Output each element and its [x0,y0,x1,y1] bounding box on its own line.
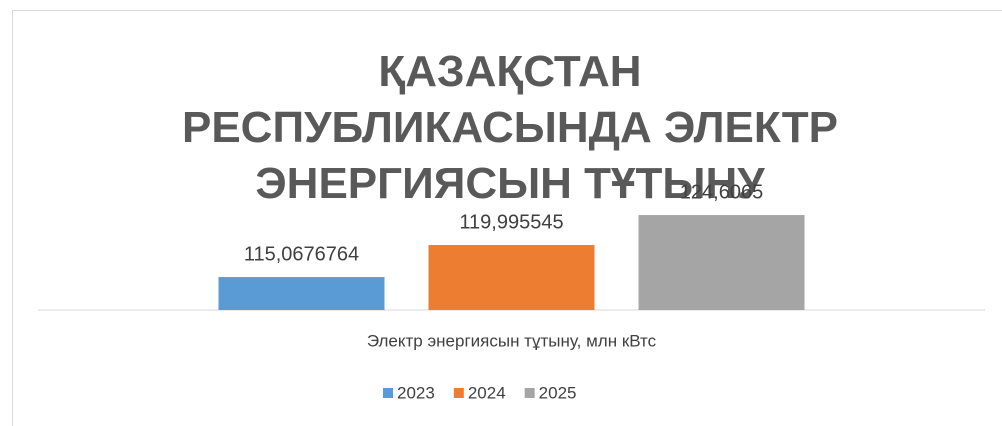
legend-swatch [453,388,464,398]
data-label: 115,0676764 [244,243,359,265]
bar [428,245,595,310]
legend-swatch [383,388,393,398]
legend-label: 2024 [468,383,506,402]
category-label: Электр энергиясын тұтыну, млн кВтс [367,331,657,350]
data-label: 119,995545 [459,211,563,233]
chart-title: ҚАЗАҚСТАН РЕСПУБЛИКАСЫНДА ЭЛЕКТР ЭНЕРГИЯ… [181,47,839,208]
legend-label: 2023 [397,383,435,402]
data-label: 124,6065 [680,181,763,203]
legend-swatch [524,388,535,398]
legend-label: 2025 [539,383,577,402]
bar [218,277,385,310]
bar [638,215,805,310]
chart-frame [12,10,1002,426]
